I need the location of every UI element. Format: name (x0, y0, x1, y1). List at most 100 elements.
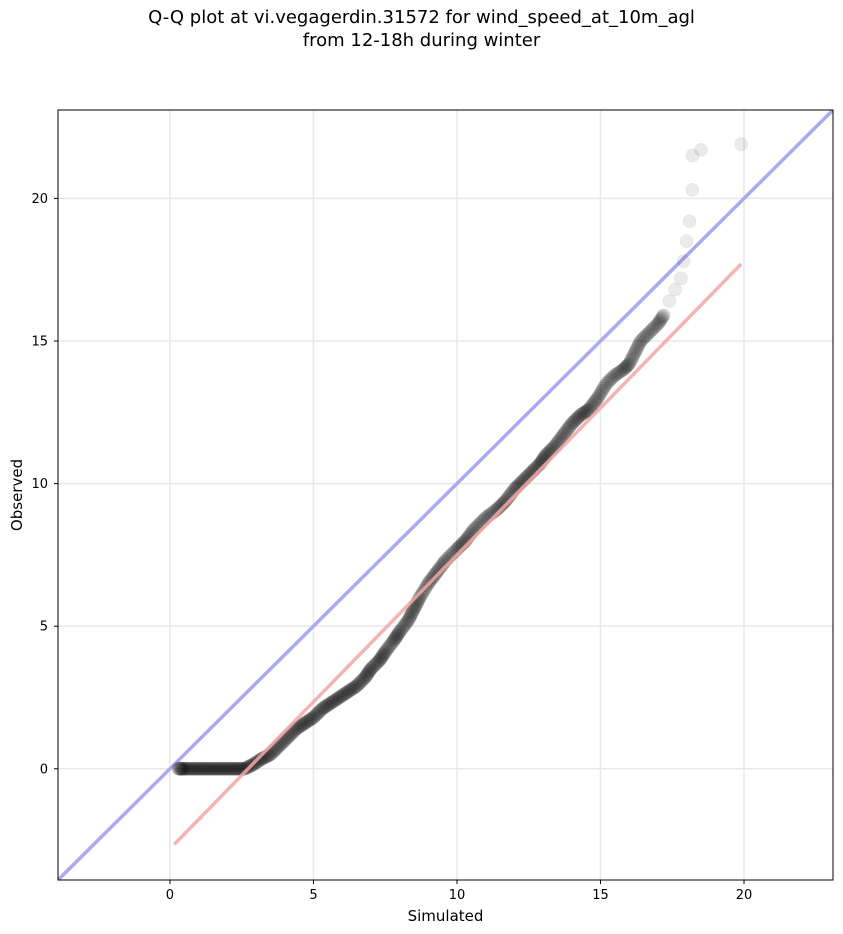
quantile-point (221, 761, 236, 776)
quantile-point (392, 624, 407, 639)
quantile-point (610, 366, 625, 381)
quantile-point (251, 753, 266, 768)
quantile-point (300, 714, 315, 729)
quantile-point (679, 234, 694, 249)
quantile-point (402, 611, 417, 626)
quantile-point (682, 214, 697, 229)
quantile-point (187, 761, 202, 776)
quantile-point (218, 761, 233, 776)
quantile-point (636, 331, 651, 346)
quantile-point (403, 609, 418, 624)
quantile-point (293, 719, 308, 733)
quantile-point (405, 605, 420, 620)
quantile-point (204, 761, 219, 776)
quantile-point (360, 667, 375, 682)
quantile-point (388, 630, 403, 645)
quantile-point (372, 653, 387, 668)
quantile-point (592, 388, 607, 403)
quantile-point (213, 761, 228, 776)
quantile-point (551, 433, 566, 448)
quantile-point (296, 717, 311, 732)
quantile-point (577, 405, 592, 420)
quantile-point (333, 689, 348, 704)
quantile-point (194, 761, 209, 776)
quantile-point (366, 659, 381, 674)
quantile-point (653, 312, 668, 327)
quantile-point (290, 720, 305, 735)
chart-title: Q-Q plot at vi.vegagerdin.31572 for wind… (0, 6, 843, 52)
quantile-point (359, 669, 374, 684)
quantile-point (178, 761, 193, 776)
quantile-point (177, 761, 192, 776)
x-tick-label: 0 (166, 888, 174, 903)
quantile-point (376, 647, 391, 662)
quantile-point (396, 619, 411, 634)
quantile-point (297, 716, 312, 731)
chart-title-line-1: Q-Q plot at vi.vegagerdin.31572 for wind… (148, 7, 695, 28)
quantile-point (172, 761, 187, 776)
quantile-point (427, 568, 442, 583)
quantile-point (379, 642, 394, 657)
quantile-point (185, 761, 200, 776)
quantile-point (405, 603, 420, 618)
quantile-point (613, 364, 628, 379)
quantile-point (685, 148, 700, 163)
quantile-point (589, 392, 604, 407)
quantile-point (230, 761, 245, 776)
quantile-point (356, 671, 371, 686)
quantile-point (633, 334, 648, 348)
quantile-point (579, 404, 594, 419)
quantile-point (173, 761, 188, 776)
quantile-point (340, 684, 355, 699)
quantile-point (355, 673, 370, 688)
quantile-point (349, 679, 364, 694)
quantile-point (361, 664, 376, 679)
quantile-point (626, 347, 641, 362)
quantile-point (181, 761, 196, 776)
y-axis-label: Observed (8, 459, 26, 531)
quantile-point (365, 660, 380, 675)
quantile-point (375, 649, 390, 664)
quantile-point (622, 356, 637, 371)
quantile-point (554, 430, 569, 445)
quantile-point (391, 626, 406, 641)
quantile-point (630, 339, 645, 354)
quantile-point (642, 325, 657, 340)
quantile-point (606, 369, 621, 384)
quantile-point (431, 563, 446, 578)
quantile-point (343, 682, 358, 697)
quantile-point (573, 408, 588, 423)
quantile-point (190, 761, 205, 776)
quantile-point (216, 761, 231, 776)
quantile-point (645, 322, 660, 337)
fit-line (172, 262, 743, 846)
quantile-point (175, 761, 190, 776)
quantile-point (206, 761, 220, 776)
quantile-point (584, 398, 599, 413)
quantile-point (559, 424, 574, 439)
quantile-point (570, 411, 585, 425)
quantile-point (652, 314, 667, 329)
quantile-point (373, 651, 388, 666)
quantile-point (385, 635, 400, 650)
axis-ticks: 0 5 10 15 20 0 5 10 15 20 (31, 192, 752, 903)
quantile-point (289, 721, 304, 736)
quantile-point (648, 319, 663, 334)
quantile-point (556, 428, 571, 443)
quantile-point (640, 326, 655, 341)
quantile-point (624, 353, 639, 368)
quantile-point (299, 715, 314, 730)
quantile-point (618, 360, 633, 375)
quantile-point (631, 337, 646, 352)
quantile-point (390, 627, 405, 642)
quantile-point (332, 690, 347, 705)
quantile-point (338, 686, 353, 701)
quantile-point (600, 375, 615, 390)
quantile-point (323, 696, 338, 711)
quantile-point (673, 271, 688, 286)
quantile-point (590, 391, 605, 406)
quantile-point (224, 761, 239, 776)
quantile-point (394, 622, 409, 637)
quantile-point (580, 403, 595, 418)
